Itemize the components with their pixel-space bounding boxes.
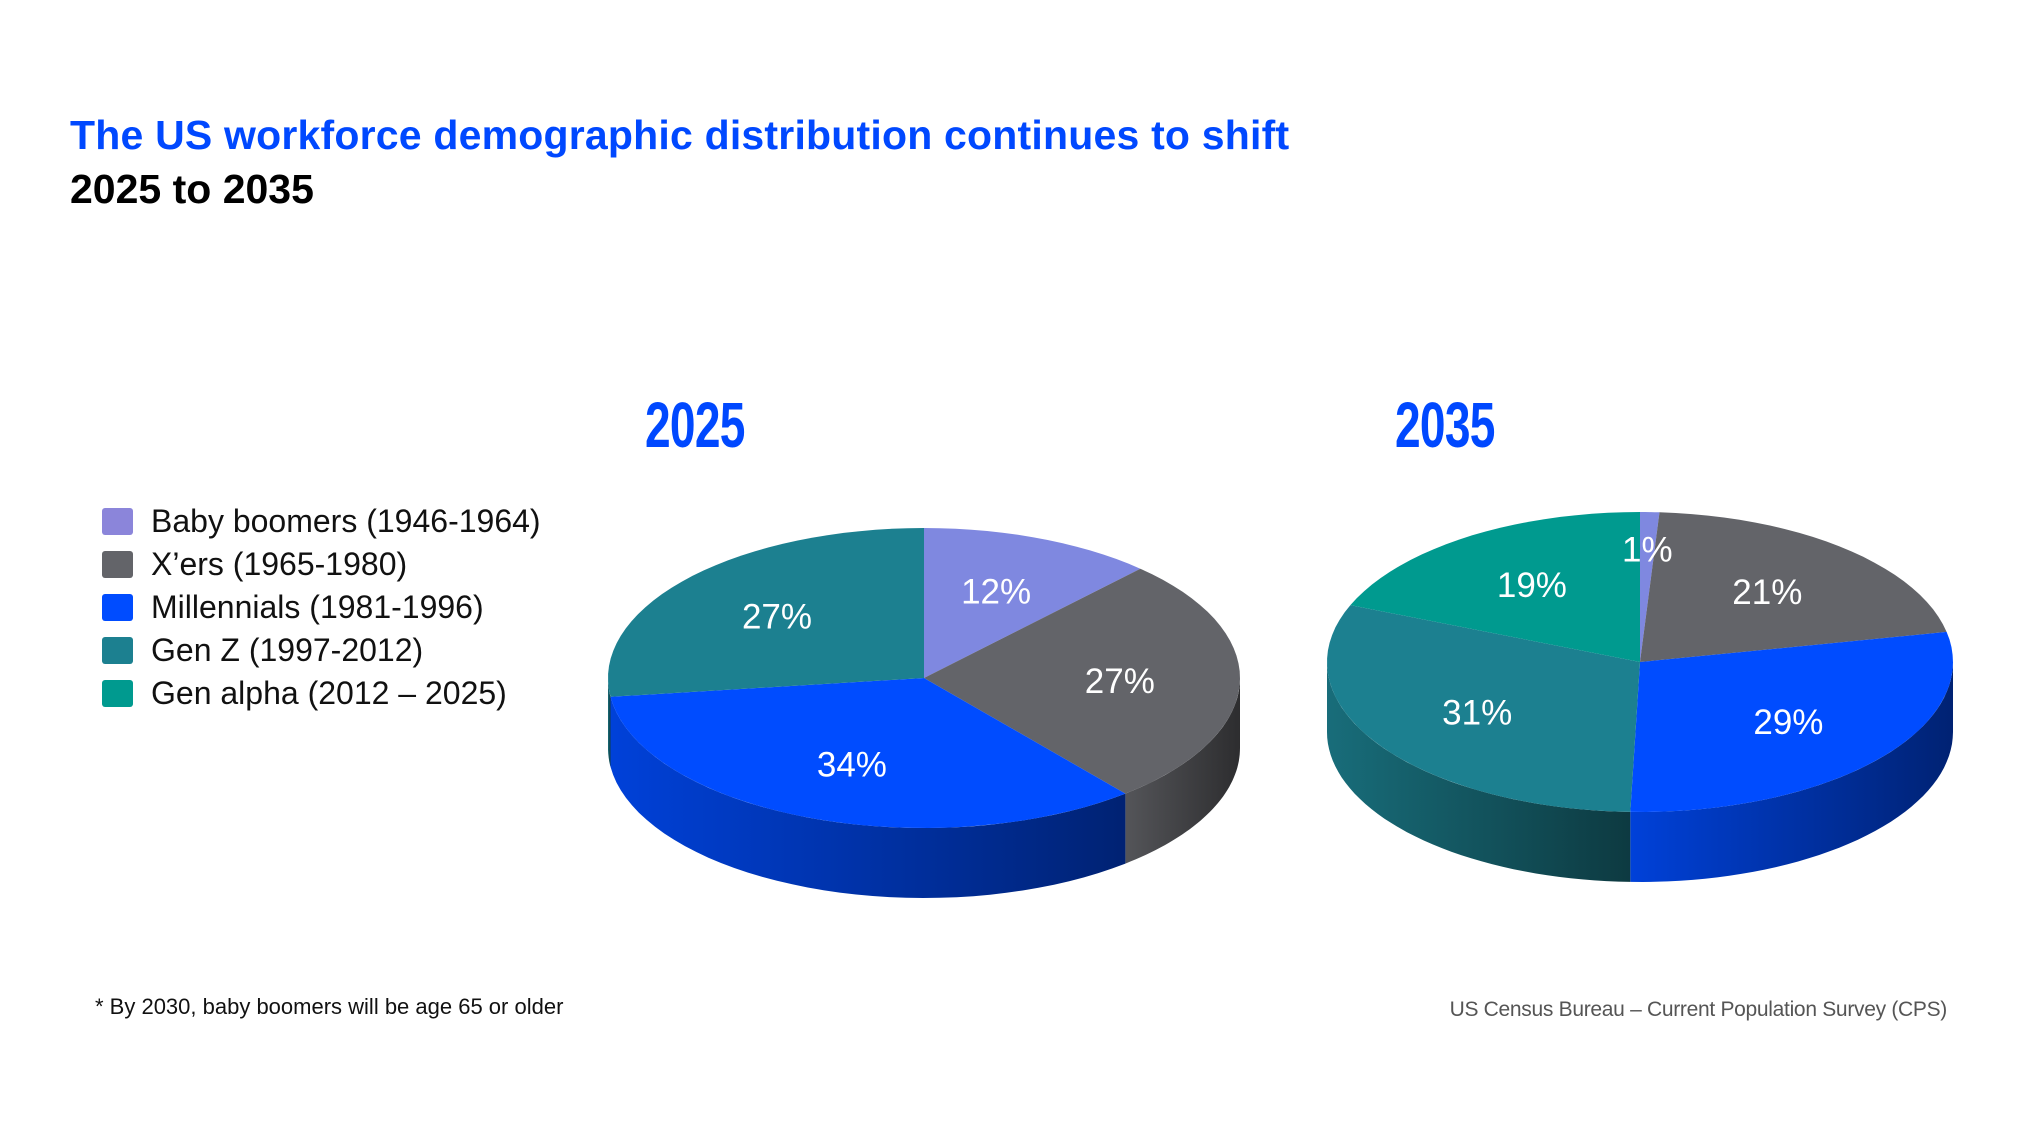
pie-slice-xers — [924, 568, 1240, 794]
legend-swatch — [102, 637, 133, 664]
pie-slice-gen-alpha — [1350, 512, 1640, 662]
pie-2035-title: 2035 — [1395, 389, 1495, 461]
pie-side-millennials — [610, 696, 1126, 898]
pie-slice-gen-z — [608, 528, 924, 697]
legend-label: Gen alpha (2012 – 2025) — [151, 675, 507, 711]
data-label-baby-boomers: 1% — [1622, 531, 1673, 570]
pie-side-millennials — [1630, 662, 1953, 882]
pie-slice-baby-boomers — [924, 528, 1141, 678]
pie-slice-baby-boomers — [1640, 512, 1660, 662]
legend-item-xers: X’ers (1965-1980) — [102, 543, 541, 586]
chart-title: The US workforce demographic distributio… — [70, 112, 1290, 158]
source-citation: US Census Bureau – Current Population Su… — [1449, 998, 1948, 1021]
data-label-baby-boomers: 12% — [961, 573, 1031, 612]
footnote: * By 2030, baby boomers will be age 65 o… — [95, 994, 564, 1019]
pie-side-walls — [1327, 662, 1953, 882]
data-label-millennials: 29% — [1753, 703, 1823, 742]
legend-label: Baby boomers (1946-1964) — [151, 503, 541, 539]
legend-item-gen-alpha: Gen alpha (2012 – 2025) — [102, 672, 541, 715]
pie-slice-millennials — [610, 678, 1126, 828]
pie-slice-gen-z — [1327, 605, 1640, 812]
data-label-gen-z: 27% — [742, 598, 812, 637]
data-label-xers: 21% — [1732, 573, 1802, 612]
legend-label: Millennials (1981-1996) — [151, 589, 484, 625]
legend-label: Gen Z (1997-2012) — [151, 632, 424, 668]
pie-2025: 12% 27% 34% 27% — [608, 528, 1240, 898]
data-label-gen-alpha: 19% — [1497, 566, 1567, 605]
legend-item-gen-z: Gen Z (1997-2012) — [102, 629, 541, 672]
legend-swatch — [102, 508, 133, 535]
pie-side-gen-z — [1327, 662, 1631, 882]
data-label-millennials: 34% — [817, 746, 887, 785]
pie-2025-title: 2025 — [645, 389, 745, 461]
legend-item-millennials: Millennials (1981-1996) — [102, 586, 541, 629]
pie-side-gen-z — [608, 678, 611, 767]
data-label-gen-z: 31% — [1442, 694, 1512, 733]
pie-side-walls — [608, 678, 1240, 898]
legend-label: X’ers (1965-1980) — [151, 546, 408, 582]
pie-slice-millennials — [1630, 631, 1953, 812]
pie-side-xers — [1125, 678, 1240, 864]
legend-swatch — [102, 551, 133, 578]
legend-swatch — [102, 680, 133, 707]
pie-top-faces — [608, 528, 1240, 828]
legend: Baby boomers (1946-1964) X’ers (1965-198… — [102, 500, 541, 715]
pie-top-faces — [1327, 512, 1953, 812]
chart-subtitle: 2025 to 2035 — [70, 166, 314, 212]
pie-slice-xers — [1640, 512, 1947, 662]
data-label-xers: 27% — [1085, 662, 1155, 701]
legend-swatch — [102, 594, 133, 621]
legend-item-baby-boomers: Baby boomers (1946-1964) — [102, 500, 541, 543]
pie-2035: 1% 21% 29% 31% 19% — [1327, 512, 1953, 882]
